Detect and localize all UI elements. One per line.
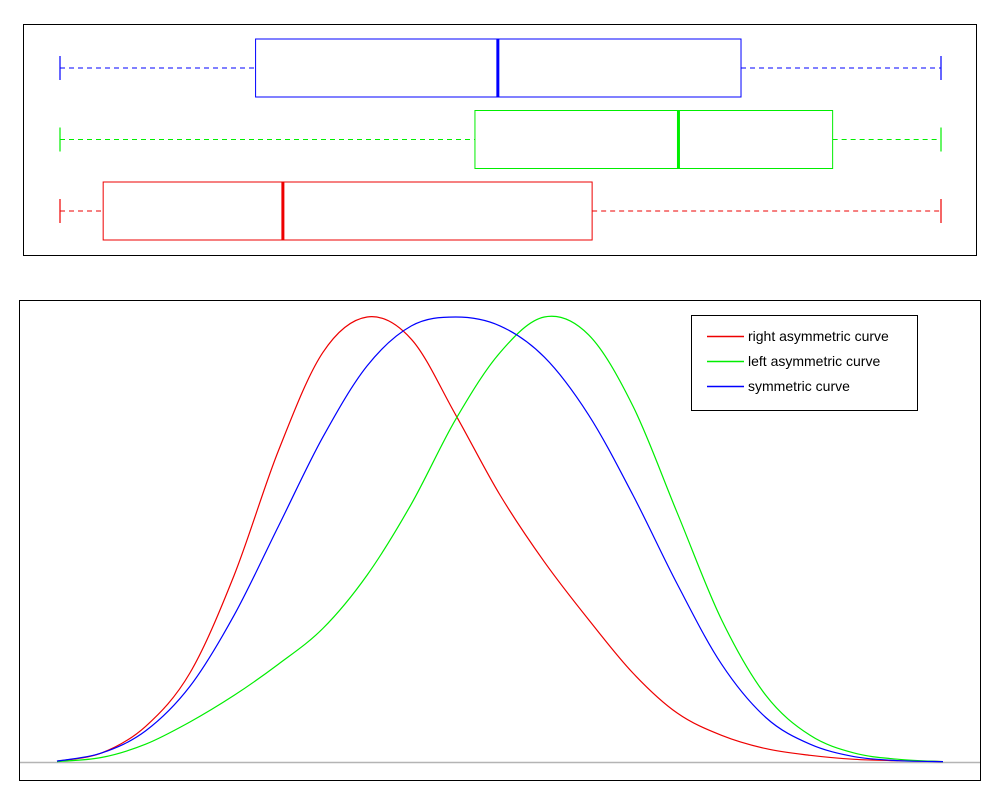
density-panel: right asymmetric curve left asymmetric c… <box>19 300 981 781</box>
box-3-iqr <box>102 181 593 241</box>
boxplot-panel <box>23 24 977 256</box>
legend-label-symmetric: symmetric curve <box>748 378 850 394</box>
box-2-iqr <box>474 110 834 169</box>
left-asymmetric-curve <box>56 315 944 763</box>
density-curves <box>56 315 944 763</box>
symmetric-curve <box>56 316 944 763</box>
legend-label-left-asymmetric: left asymmetric curve <box>748 353 880 369</box>
right-asymmetric-curve <box>56 316 944 763</box>
boxplot-marks <box>59 38 942 241</box>
legend: right asymmetric curve left asymmetric c… <box>691 315 918 411</box>
legend-box <box>691 315 918 411</box>
legend-label-right-asymmetric: right asymmetric curve <box>748 328 889 344</box>
